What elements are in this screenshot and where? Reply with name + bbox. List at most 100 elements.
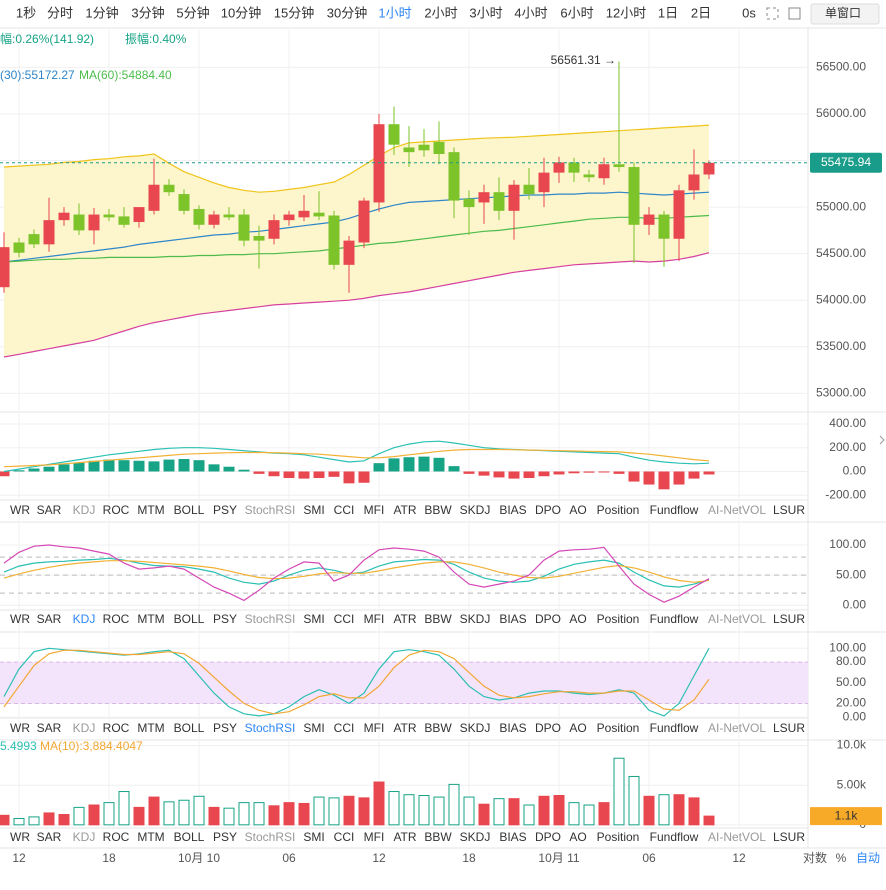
indicator-tab[interactable]: BBW: [424, 612, 452, 626]
indicator-tab[interactable]: BOLL: [174, 612, 205, 626]
indicator-tab[interactable]: LSUR: [773, 830, 805, 844]
indicator-tab[interactable]: KDJ: [73, 721, 96, 735]
indicator-tab[interactable]: CCI: [334, 612, 355, 626]
indicator-tab[interactable]: LSUR: [773, 721, 805, 735]
indicator-tab[interactable]: MFI: [364, 721, 385, 735]
indicator-tab[interactable]: DPO: [535, 612, 561, 626]
axis-button[interactable]: 对数: [803, 850, 827, 865]
indicator-tab[interactable]: KDJ: [73, 503, 96, 517]
indicator-tab[interactable]: PSY: [213, 721, 237, 735]
interval-tab[interactable]: 分时: [47, 5, 73, 20]
indicator-tab[interactable]: PSY: [213, 612, 237, 626]
indicator-tab[interactable]: CCI: [334, 503, 355, 517]
interval-tab[interactable]: 1小时: [378, 5, 411, 20]
axis-button[interactable]: 自动: [856, 851, 880, 865]
indicator-tab[interactable]: ATR: [393, 612, 416, 626]
indicator-tab[interactable]: StochRSI: [245, 830, 296, 844]
indicator-tab[interactable]: DPO: [535, 830, 561, 844]
indicator-tab[interactable]: LSUR: [773, 612, 805, 626]
indicator-tab[interactable]: ROC: [103, 830, 130, 844]
indicator-tab[interactable]: SKDJ: [460, 612, 491, 626]
indicator-tab[interactable]: MFI: [364, 503, 385, 517]
indicator-tab[interactable]: AI-NetVOL: [708, 612, 766, 626]
indicator-tab[interactable]: BBW: [424, 721, 452, 735]
indicator-tab[interactable]: Fundflow: [650, 721, 699, 735]
indicator-tab[interactable]: CCI: [334, 721, 355, 735]
indicator-tab[interactable]: AI-NetVOL: [708, 503, 766, 517]
interval-tab[interactable]: 2日: [691, 5, 711, 20]
indicator-tab[interactable]: SMI: [303, 503, 324, 517]
indicator-tab[interactable]: Fundflow: [650, 503, 699, 517]
indicator-tab[interactable]: KDJ: [73, 612, 96, 626]
indicator-tab[interactable]: MTM: [137, 503, 164, 517]
indicator-tab[interactable]: AI-NetVOL: [708, 721, 766, 735]
settings-icon[interactable]: [788, 7, 801, 20]
indicator-tab[interactable]: SKDJ: [460, 830, 491, 844]
interval-tab[interactable]: 3小时: [469, 5, 502, 20]
indicator-tab[interactable]: ROC: [103, 612, 130, 626]
toolbar-icons[interactable]: [766, 3, 880, 25]
indicator-tab[interactable]: SMI: [303, 830, 324, 844]
indicator-tab[interactable]: DPO: [535, 503, 561, 517]
indicator-tab[interactable]: WR: [10, 503, 30, 517]
interval-tab[interactable]: 15分钟: [274, 5, 314, 20]
indicator-tab[interactable]: AO: [569, 612, 586, 626]
indicator-tab[interactable]: PSY: [213, 503, 237, 517]
indicator-tab[interactable]: AO: [569, 503, 586, 517]
indicator-tab[interactable]: BIAS: [499, 830, 526, 844]
indicator-tab[interactable]: ROC: [103, 503, 130, 517]
interval-tab[interactable]: 12小时: [606, 5, 646, 20]
indicator-tab[interactable]: ATR: [393, 721, 416, 735]
indicator-tab[interactable]: CCI: [334, 830, 355, 844]
indicator-tab[interactable]: StochRSI: [245, 612, 296, 626]
indicator-tab[interactable]: Fundflow: [650, 612, 699, 626]
expand-arrow[interactable]: [879, 435, 885, 445]
interval-tab[interactable]: 5分钟: [176, 5, 209, 20]
axis-button[interactable]: %: [836, 851, 847, 865]
indicator-tab[interactable]: AO: [569, 721, 586, 735]
indicator-tab[interactable]: WR: [10, 612, 30, 626]
interval-tab[interactable]: 6小时: [560, 5, 593, 20]
indicator-tab[interactable]: SKDJ: [460, 503, 491, 517]
interval-tab[interactable]: 3分钟: [131, 5, 164, 20]
indicator-tab[interactable]: MTM: [137, 612, 164, 626]
interval-tab[interactable]: 4小时: [514, 5, 547, 20]
indicator-tab[interactable]: MFI: [364, 830, 385, 844]
indicator-tab[interactable]: WR: [10, 830, 30, 844]
interval-tab[interactable]: 1日: [658, 5, 678, 20]
window-label[interactable]: 单窗口: [825, 6, 861, 20]
indicator-tab[interactable]: BIAS: [499, 612, 526, 626]
indicator-tab[interactable]: DPO: [535, 721, 561, 735]
indicator-tab[interactable]: Position: [597, 612, 640, 626]
indicator-tab[interactable]: SAR: [37, 503, 62, 517]
indicator-tab[interactable]: BOLL: [174, 830, 205, 844]
interval-tab[interactable]: 1秒: [16, 5, 36, 20]
indicator-tab[interactable]: Position: [597, 830, 640, 844]
indicator-tab[interactable]: MFI: [364, 612, 385, 626]
indicator-tab[interactable]: BIAS: [499, 503, 526, 517]
indicator-tab[interactable]: PSY: [213, 830, 237, 844]
window-select[interactable]: [810, 3, 880, 25]
indicator-tab[interactable]: BIAS: [499, 721, 526, 735]
indicator-tab[interactable]: LSUR: [773, 503, 805, 517]
indicator-tab[interactable]: ROC: [103, 721, 130, 735]
indicator-tab[interactable]: SAR: [37, 612, 62, 626]
interval-tab[interactable]: 30分钟: [327, 5, 367, 20]
indicator-tab[interactable]: SAR: [37, 830, 62, 844]
indicator-tab[interactable]: BOLL: [174, 503, 205, 517]
indicator-tab[interactable]: MTM: [137, 830, 164, 844]
indicator-tab[interactable]: BOLL: [174, 721, 205, 735]
indicator-tab[interactable]: ATR: [393, 830, 416, 844]
indicator-tab[interactable]: WR: [10, 721, 30, 735]
indicator-tab[interactable]: SMI: [303, 612, 324, 626]
indicator-tab[interactable]: AO: [569, 830, 586, 844]
indicator-tab[interactable]: MTM: [137, 721, 164, 735]
fullscreen-icon[interactable]: [766, 7, 779, 20]
indicator-tab[interactable]: SAR: [37, 721, 62, 735]
indicator-tab[interactable]: Position: [597, 721, 640, 735]
indicator-tab[interactable]: AI-NetVOL: [708, 830, 766, 844]
interval-tab[interactable]: 1分钟: [85, 5, 118, 20]
indicator-tab[interactable]: KDJ: [73, 830, 96, 844]
indicator-tab[interactable]: BBW: [424, 503, 452, 517]
indicator-tab[interactable]: StochRSI: [245, 503, 296, 517]
